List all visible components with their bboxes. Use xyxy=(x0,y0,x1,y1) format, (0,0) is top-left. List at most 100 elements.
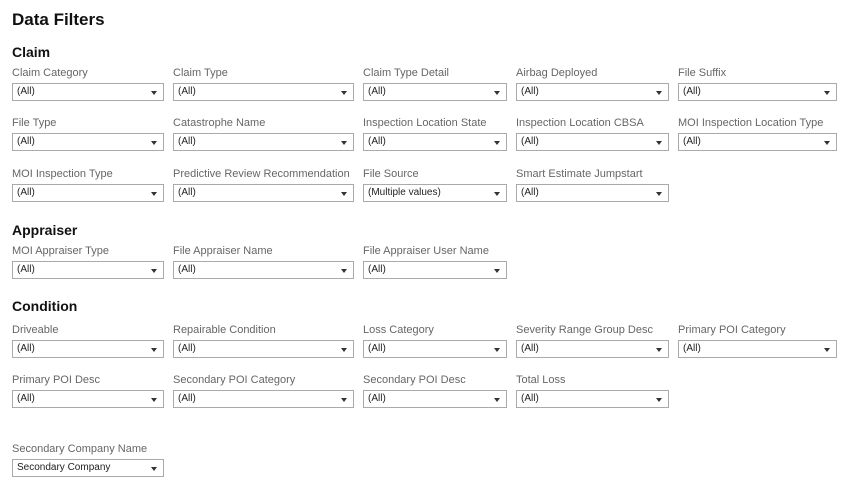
filter-label-moi-inspection-location-type: MOI Inspection Location Type xyxy=(678,117,824,129)
chevron-down-icon[interactable] xyxy=(494,141,500,145)
chevron-down-icon[interactable] xyxy=(656,348,662,352)
page-title: Data Filters xyxy=(12,10,105,29)
filter-label-file-appraiser-name: File Appraiser Name xyxy=(173,245,273,257)
filter-value: (All) xyxy=(17,187,35,198)
chevron-down-icon[interactable] xyxy=(151,269,157,273)
filter-value: (All) xyxy=(521,343,539,354)
section-heading-condition: Condition xyxy=(12,298,78,314)
filter-value: (All) xyxy=(368,264,386,275)
chevron-down-icon[interactable] xyxy=(656,192,662,196)
filter-dropdown-smart-estimate-jumpstart[interactable]: (All) xyxy=(516,184,669,202)
filter-dropdown-airbag-deployed[interactable]: (All) xyxy=(516,83,669,101)
filter-dropdown-inspection-location-state[interactable]: (All) xyxy=(363,133,507,151)
filter-dropdown-primary-poi-desc[interactable]: (All) xyxy=(12,390,164,408)
filter-label-airbag-deployed: Airbag Deployed xyxy=(516,67,598,79)
filter-value: (All) xyxy=(17,393,35,404)
filter-dropdown-total-loss[interactable]: (All) xyxy=(516,390,669,408)
filter-value: (All) xyxy=(178,136,196,147)
chevron-down-icon[interactable] xyxy=(824,91,830,95)
filter-value: (All) xyxy=(178,264,196,275)
filter-dropdown-file-source[interactable]: (Multiple values) xyxy=(363,184,507,202)
filter-value: (All) xyxy=(683,136,701,147)
filter-label-moi-inspection-type: MOI Inspection Type xyxy=(12,168,113,180)
filter-value: (Multiple values) xyxy=(368,187,441,198)
filter-value: (All) xyxy=(368,136,386,147)
filter-value: (All) xyxy=(368,86,386,97)
filter-value: (All) xyxy=(683,343,701,354)
filter-label-claim-type-detail: Claim Type Detail xyxy=(363,67,449,79)
chevron-down-icon[interactable] xyxy=(494,348,500,352)
filter-dropdown-moi-inspection-location-type[interactable]: (All) xyxy=(678,133,837,151)
chevron-down-icon[interactable] xyxy=(824,348,830,352)
chevron-down-icon[interactable] xyxy=(341,192,347,196)
chevron-down-icon[interactable] xyxy=(341,269,347,273)
filter-dropdown-loss-category[interactable]: (All) xyxy=(363,340,507,358)
filter-dropdown-file-type[interactable]: (All) xyxy=(12,133,164,151)
filter-label-primary-poi-category: Primary POI Category xyxy=(678,324,786,336)
chevron-down-icon[interactable] xyxy=(341,91,347,95)
filter-value: (All) xyxy=(521,136,539,147)
filter-dropdown-claim-type[interactable]: (All) xyxy=(173,83,354,101)
filter-dropdown-driveable[interactable]: (All) xyxy=(12,340,164,358)
chevron-down-icon[interactable] xyxy=(151,467,157,471)
chevron-down-icon[interactable] xyxy=(151,192,157,196)
chevron-down-icon[interactable] xyxy=(656,91,662,95)
filter-value: (All) xyxy=(17,264,35,275)
chevron-down-icon[interactable] xyxy=(341,398,347,402)
filter-label-claim-category: Claim Category xyxy=(12,67,88,79)
filter-value: (All) xyxy=(368,343,386,354)
chevron-down-icon[interactable] xyxy=(341,348,347,352)
chevron-down-icon[interactable] xyxy=(656,141,662,145)
filter-dropdown-predictive-review-recommendation[interactable]: (All) xyxy=(173,184,354,202)
section-heading-appraiser: Appraiser xyxy=(12,222,78,238)
filter-label-repairable-condition: Repairable Condition xyxy=(173,324,276,336)
filter-dropdown-primary-poi-category[interactable]: (All) xyxy=(678,340,837,358)
filter-dropdown-severity-range-group-desc[interactable]: (All) xyxy=(516,340,669,358)
section-heading-claim: Claim xyxy=(12,44,51,60)
filter-dropdown-inspection-location-cbsa[interactable]: (All) xyxy=(516,133,669,151)
filter-value: (All) xyxy=(368,393,386,404)
filter-label-secondary-poi-desc: Secondary POI Desc xyxy=(363,374,466,386)
filter-label-inspection-location-cbsa: Inspection Location CBSA xyxy=(516,117,644,129)
filter-dropdown-moi-inspection-type[interactable]: (All) xyxy=(12,184,164,202)
chevron-down-icon[interactable] xyxy=(824,141,830,145)
filter-value: (All) xyxy=(178,86,196,97)
chevron-down-icon[interactable] xyxy=(341,141,347,145)
chevron-down-icon[interactable] xyxy=(494,192,500,196)
chevron-down-icon[interactable] xyxy=(151,348,157,352)
chevron-down-icon[interactable] xyxy=(151,91,157,95)
chevron-down-icon[interactable] xyxy=(494,398,500,402)
filter-dropdown-secondary-poi-desc[interactable]: (All) xyxy=(363,390,507,408)
filter-value: (All) xyxy=(521,86,539,97)
chevron-down-icon[interactable] xyxy=(656,398,662,402)
filter-dropdown-moi-appraiser-type[interactable]: (All) xyxy=(12,261,164,279)
filter-label-file-suffix: File Suffix xyxy=(678,67,727,79)
chevron-down-icon[interactable] xyxy=(494,269,500,273)
filter-label-secondary-company-name: Secondary Company Name xyxy=(12,443,148,455)
filter-label-inspection-location-state: Inspection Location State xyxy=(363,117,487,129)
filter-label-moi-appraiser-type: MOI Appraiser Type xyxy=(12,245,110,257)
filter-value: Secondary Company xyxy=(17,462,111,473)
filter-dropdown-file-appraiser-user-name[interactable]: (All) xyxy=(363,261,507,279)
filter-label-smart-estimate-jumpstart: Smart Estimate Jumpstart xyxy=(516,168,643,180)
filter-value: (All) xyxy=(178,393,196,404)
filter-dropdown-repairable-condition[interactable]: (All) xyxy=(173,340,354,358)
filter-label-catastrophe-name: Catastrophe Name xyxy=(173,117,266,129)
chevron-down-icon[interactable] xyxy=(151,398,157,402)
filter-dropdown-secondary-company-name[interactable]: Secondary Company xyxy=(12,459,164,477)
filter-label-file-source: File Source xyxy=(363,168,419,180)
filter-dropdown-file-appraiser-name[interactable]: (All) xyxy=(173,261,354,279)
filter-dropdown-file-suffix[interactable]: (All) xyxy=(678,83,837,101)
chevron-down-icon[interactable] xyxy=(151,141,157,145)
filter-dropdown-claim-category[interactable]: (All) xyxy=(12,83,164,101)
filter-value: (All) xyxy=(178,187,196,198)
filter-label-claim-type: Claim Type xyxy=(173,67,228,79)
filter-label-secondary-poi-category: Secondary POI Category xyxy=(173,374,296,386)
filter-dropdown-catastrophe-name[interactable]: (All) xyxy=(173,133,354,151)
filter-dropdown-secondary-poi-category[interactable]: (All) xyxy=(173,390,354,408)
filter-value: (All) xyxy=(17,343,35,354)
filter-dropdown-claim-type-detail[interactable]: (All) xyxy=(363,83,507,101)
chevron-down-icon[interactable] xyxy=(494,91,500,95)
filter-value: (All) xyxy=(683,86,701,97)
filter-label-loss-category: Loss Category xyxy=(363,324,434,336)
